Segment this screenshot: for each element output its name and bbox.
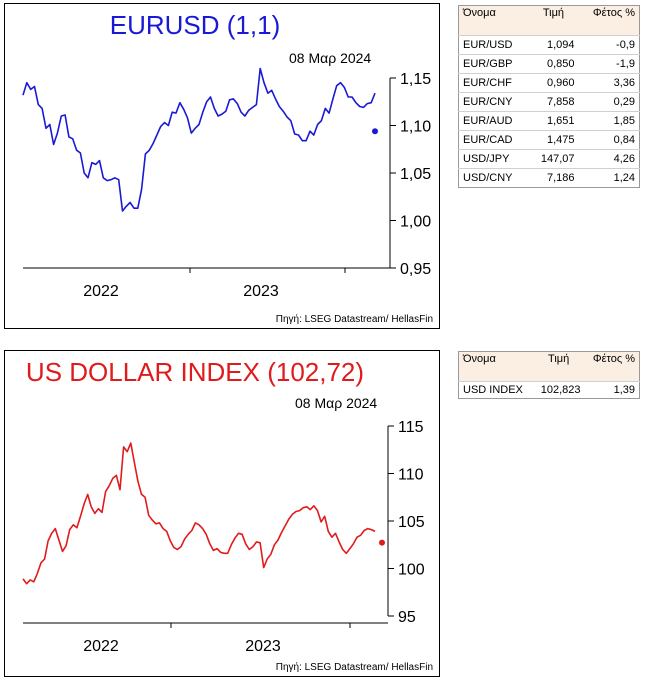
dxy-series-line	[22, 442, 376, 585]
eurusd-y-tick-label: 1,00	[400, 214, 431, 231]
dxy-header-name: Όνομα	[458, 351, 533, 382]
fx-ytd-cell: 4,26	[578, 149, 640, 169]
eurusd-series-line	[22, 67, 376, 212]
fx-name-cell: EUR/CHF	[458, 73, 529, 93]
fx-price-cell: 0,960	[528, 73, 579, 93]
fx-price-cell: 1,651	[528, 111, 579, 131]
fx-price-cell: 0,850	[528, 54, 579, 74]
fx-quotes-table: Όνομα Τιμή Φέτος % EUR/USD 1,094 -0,9 EUR/G…	[458, 5, 640, 188]
dxy-y-tick-label: 105	[398, 514, 425, 531]
fx-price-cell: 1,475	[528, 130, 579, 150]
dollar-index-line-chart: 115 110 105 100 95 2022 2023	[22, 419, 425, 655]
fx-name-cell: USD/JPY	[458, 149, 529, 169]
eurusd-chart-panel: EURUSD (1,1) 08 Μαρ 2024 1,15 1,10 1,05 1,0…	[4, 3, 440, 329]
eurusd-y-tick-label: 1,05	[400, 166, 431, 183]
dxy-x-tick-label: 2022	[83, 638, 119, 655]
eurusd-source-note: Πηγή: LSEG Datastream/ HellasFin	[275, 314, 433, 325]
fx-ytd-cell: -0,9	[578, 35, 640, 55]
fx-name-cell: USD/CNY	[458, 168, 529, 188]
eurusd-chart-title: EURUSD (1,1)	[109, 10, 281, 40]
dxy-y-tick-label: 100	[398, 562, 425, 579]
fx-ytd-cell: 1,24	[578, 168, 640, 188]
fx-row: EUR/CHF 0,960 3,36	[458, 73, 640, 93]
dxy-table-body: USD INDEX 102,823 1,39	[458, 381, 640, 399]
dxy-row: USD INDEX 102,823 1,39	[458, 381, 640, 399]
eurusd-y-tick-label: 1,10	[400, 119, 431, 136]
dollar-index-chart-panel: US DOLLAR INDEX (102,72) 08 Μαρ 2024 115…	[4, 350, 440, 677]
fx-ytd-cell: 1,85	[578, 111, 640, 131]
dxy-x-tick-label: 2023	[245, 638, 281, 655]
fx-name-cell: EUR/USD	[458, 35, 529, 55]
fx-header-ytd: Φέτος %	[578, 5, 640, 36]
dxy-y-tick-label: 115	[398, 419, 424, 436]
fx-ytd-cell: 0,84	[578, 130, 640, 150]
fx-price-cell: 1,094	[528, 35, 579, 55]
fx-row: EUR/CAD 1,475 0,84	[458, 130, 640, 150]
dxy-name-cell: USD INDEX	[458, 381, 533, 399]
fx-row: EUR/AUD 1,651 1,85	[458, 111, 640, 131]
eurusd-x-tick-label: 2023	[243, 283, 279, 300]
fx-table-body: EUR/USD 1,094 -0,9 EUR/GBP 0,850 -1,9 EUR/CHF 0…	[458, 35, 640, 188]
dxy-y-tick-label: 110	[398, 467, 424, 484]
fx-header-price: Τιμή	[528, 5, 579, 36]
fx-row: EUR/USD 1,094 -0,9	[458, 35, 640, 55]
dxy-y-tick-label: 95	[398, 609, 416, 626]
fx-row: EUR/GBP 0,850 -1,9	[458, 54, 640, 74]
dxy-last-point	[379, 539, 385, 546]
dxy-table-header-row: Όνομα Τιμή Φέτος %	[458, 351, 640, 382]
fx-name-cell: EUR/AUD	[458, 111, 529, 131]
fx-table-header-row: Όνομα Τιμή Φέτος %	[458, 5, 640, 36]
fx-row: EUR/CNY 7,858 0,29	[458, 92, 640, 112]
eurusd-chart-date: 08 Μαρ 2024	[289, 50, 372, 66]
fx-row: USD/CNY 7,186 1,24	[458, 168, 640, 188]
dxy-price-cell: 102,823	[532, 381, 585, 399]
fx-price-cell: 7,858	[528, 92, 579, 112]
fx-price-cell: 7,186	[528, 168, 579, 188]
dollar-index-chart-date: 08 Μαρ 2024	[295, 395, 378, 411]
fx-ytd-cell: 3,36	[578, 73, 640, 93]
fx-name-cell: EUR/CNY	[458, 92, 529, 112]
eurusd-y-tick-label: 1,15	[400, 71, 431, 88]
eurusd-last-point	[372, 128, 378, 135]
fx-ytd-cell: -1,9	[578, 54, 640, 74]
dxy-header-price: Τιμή	[532, 351, 585, 382]
eurusd-y-tick-label: 0,95	[400, 261, 431, 278]
dxy-ytd-cell: 1,39	[584, 381, 640, 399]
fx-ytd-cell: 0,29	[578, 92, 640, 112]
fx-price-cell: 147,07	[528, 149, 579, 169]
eurusd-line-chart: 1,15 1,10 1,05 1,00 0,95 2022 2023	[22, 67, 431, 300]
dollar-index-table: Όνομα Τιμή Φέτος % USD INDEX 102,823 1,39	[458, 351, 640, 399]
eurusd-x-tick-label: 2022	[83, 283, 119, 300]
fx-name-cell: EUR/GBP	[458, 54, 529, 74]
dollar-index-source-note: Πηγή: LSEG Datastream/ HellasFin	[275, 662, 433, 673]
fx-name-cell: EUR/CAD	[458, 130, 529, 150]
fx-header-name: Όνομα	[458, 5, 529, 36]
dollar-index-chart-title: US DOLLAR INDEX (102,72)	[25, 357, 365, 387]
fx-row: USD/JPY 147,07 4,26	[458, 149, 640, 169]
dxy-header-ytd: Φέτος %	[584, 351, 640, 382]
